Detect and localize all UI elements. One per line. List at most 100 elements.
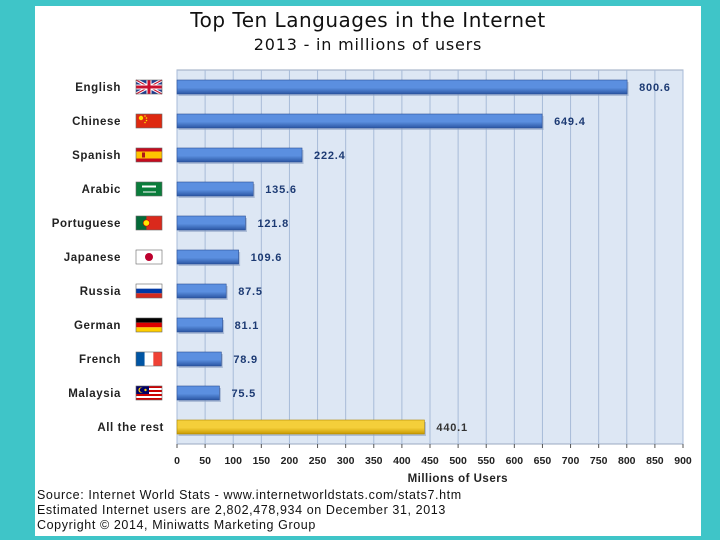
- x-tick-label: 200: [281, 455, 299, 467]
- russia-flag-icon: [135, 283, 163, 299]
- malaysia-flag-icon: [135, 385, 163, 401]
- flag-part: [144, 115, 146, 117]
- bar: [176, 215, 246, 231]
- bar: [176, 113, 543, 129]
- flag-part: [144, 121, 146, 124]
- bar: [176, 147, 303, 163]
- category-label: French: [79, 354, 121, 366]
- x-tick-label: 150: [253, 455, 271, 467]
- bar: [176, 283, 227, 299]
- x-tick-label: 800: [618, 455, 636, 467]
- flag-part: [136, 318, 162, 323]
- x-tick-label: 100: [224, 455, 242, 467]
- flag-part: [136, 322, 162, 328]
- flag-part: [136, 394, 162, 396]
- data-label: 800.6: [639, 82, 671, 94]
- category-label: German: [74, 320, 121, 332]
- bar: [176, 385, 220, 401]
- saudi-flag-icon: [135, 181, 163, 197]
- x-tick-label: 50: [199, 455, 211, 467]
- category-label: English: [75, 82, 121, 94]
- flag-part: [136, 216, 147, 230]
- flag-part: [145, 117, 148, 119]
- japan-flag-icon: [135, 249, 163, 265]
- chart-title: Top Ten Languages in the Internet: [190, 8, 546, 32]
- flag-part: [142, 152, 145, 158]
- x-tick-label: 600: [506, 455, 524, 467]
- flag-part: [136, 352, 145, 366]
- slide-frame: 0 50 100 150 200 250 300 350 400 450 500 550 600 650 7…: [35, 6, 701, 536]
- flag-part: [139, 387, 145, 393]
- flag-part: [136, 288, 162, 294]
- x-tick-label: 400: [393, 455, 411, 467]
- flag-part: [153, 352, 162, 366]
- flag-part: [136, 85, 162, 89]
- data-label: 121.8: [257, 218, 289, 230]
- flag-part: [144, 388, 147, 392]
- data-label: 87.5: [238, 286, 263, 298]
- x-tick-label: 550: [477, 455, 495, 467]
- flag-border: [135, 181, 163, 197]
- category-label: Spanish: [72, 150, 121, 162]
- flag-part: [136, 151, 162, 159]
- flag-part: [144, 352, 154, 366]
- x-axis-title: Millions of Users: [408, 473, 509, 485]
- data-label: 75.5: [231, 388, 256, 400]
- copyright-line: Copyright © 2014, Miniwatts Marketing Gr…: [37, 518, 316, 532]
- flag-border: [135, 215, 163, 231]
- flag-part: [136, 293, 162, 298]
- flag-part: [142, 185, 156, 188]
- data-label: 222.4: [314, 150, 346, 162]
- flag-border: [135, 147, 163, 163]
- x-tick-label: 900: [674, 455, 692, 467]
- x-tick-label: 850: [646, 455, 664, 467]
- category-label: Russia: [80, 286, 121, 298]
- flag-part: [136, 284, 162, 289]
- x-tick-label: 0: [174, 455, 180, 467]
- category-label: Chinese: [72, 116, 121, 128]
- flag-border: [135, 249, 163, 265]
- rest-bar: [176, 419, 425, 435]
- flag-part: [136, 396, 162, 398]
- data-label: 81.1: [235, 320, 260, 332]
- category-label: Malaysia: [68, 388, 121, 400]
- bar: [176, 79, 628, 95]
- category-label: Arabic: [82, 184, 121, 196]
- flag-part: [145, 119, 148, 122]
- uk-flag-icon: [135, 78, 163, 96]
- flag-part: [142, 219, 150, 227]
- germany-flag-icon: [135, 317, 163, 333]
- category-label: Japanese: [64, 252, 121, 264]
- flag-border: [135, 79, 163, 95]
- source-notes: Source: Internet World Stats - www.inter…: [37, 488, 697, 533]
- language-bar-chart: 0 50 100 150 200 250 300 350 400 450 500 550 600 650 7…: [52, 69, 692, 485]
- category-label: Portuguese: [52, 218, 121, 230]
- data-label: 135.6: [265, 184, 297, 196]
- x-tick-label: 750: [590, 455, 608, 467]
- france-flag-icon: [135, 351, 163, 367]
- bar: [176, 317, 223, 333]
- flag-border: [135, 351, 163, 367]
- portugal-flag-icon: [135, 215, 163, 231]
- x-tick-label: 300: [337, 455, 355, 467]
- x-tick-label: 500: [449, 455, 467, 467]
- chart-subtitle: 2013 - in millions of users: [253, 35, 483, 54]
- data-label: 109.6: [251, 252, 283, 264]
- flag-border: [135, 113, 163, 129]
- x-tick-label: 250: [309, 455, 327, 467]
- flag-part: [138, 115, 144, 121]
- x-tick-label: 350: [365, 455, 383, 467]
- source-line: Source: Internet World Stats - www.inter…: [37, 488, 462, 502]
- flag-border: [135, 283, 163, 299]
- bar: [176, 181, 254, 197]
- data-label: 78.9: [233, 354, 258, 366]
- data-label: 440.1: [436, 422, 468, 434]
- flag-part: [136, 398, 162, 400]
- x-tick-label: 700: [562, 455, 580, 467]
- x-tick-label: 450: [421, 455, 439, 467]
- spain-flag-icon: [135, 147, 163, 163]
- flag-part: [136, 327, 162, 332]
- bar: [176, 249, 239, 265]
- bar: [176, 351, 222, 367]
- flag-part: [136, 182, 162, 196]
